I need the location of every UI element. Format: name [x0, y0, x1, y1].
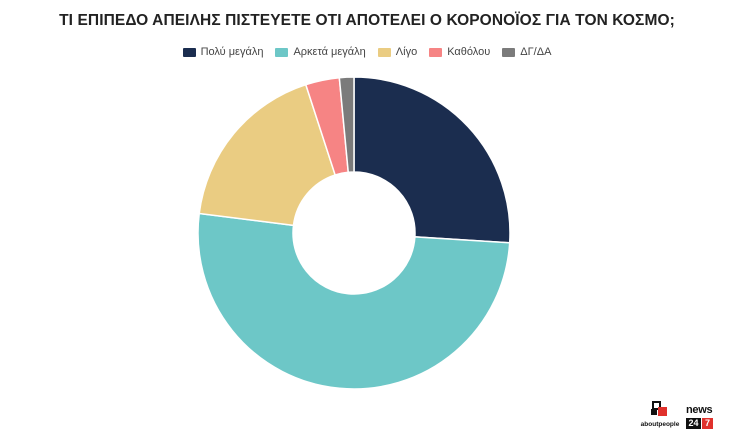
chart-legend: Πολύ μεγάλη Αρκετά μεγάλη Λίγο Καθόλου ΔΓ/ΔΑ [0, 46, 734, 58]
legend-label: Πολύ μεγάλη [200, 46, 264, 58]
legend-label: Λίγο [395, 46, 418, 58]
legend-item: Αρκετά μεγάλη [275, 46, 366, 58]
chart-title: ΤΙ ΕΠΙΠΕΔΟ ΑΠΕΙΛΗΣ ΠΙΣΤΕΥΕΤΕ ΟΤΙ ΑΠΟΤΕΛΕ… [59, 12, 675, 29]
legend-item: Καθόλου [429, 46, 490, 58]
logo-square-dark-icon [651, 409, 657, 415]
legend-label: ΔΓ/ΔΑ [520, 46, 552, 58]
legend-item: Λίγο [377, 46, 418, 58]
donut-slice-2 [198, 83, 337, 227]
legend-item: Πολύ μεγάλη [182, 46, 264, 58]
donut-slice-1 [197, 212, 511, 390]
aboutpeople-logo-text: aboutpeople [640, 421, 680, 428]
news247-logo: news 24 7 [686, 404, 716, 430]
legend-swatch [502, 47, 516, 57]
legend-label: Καθόλου [447, 46, 491, 58]
logo-square-red-icon [658, 407, 667, 416]
donut-slice-4 [338, 76, 355, 174]
legend-label: Αρκετά μεγάλη [293, 46, 366, 58]
news247-logo-word: news [686, 404, 713, 416]
legend-swatch [429, 47, 443, 57]
legend-swatch [377, 47, 391, 57]
news247-logo-24: 24 [686, 418, 701, 429]
donut-slice-0 [353, 76, 511, 244]
news247-logo-7: 7 [702, 418, 713, 429]
legend-item: ΔΓ/ΔΑ [502, 46, 551, 58]
aboutpeople-logo: aboutpeople [637, 401, 683, 431]
legend-swatch [275, 47, 289, 57]
legend-swatch [182, 47, 196, 57]
